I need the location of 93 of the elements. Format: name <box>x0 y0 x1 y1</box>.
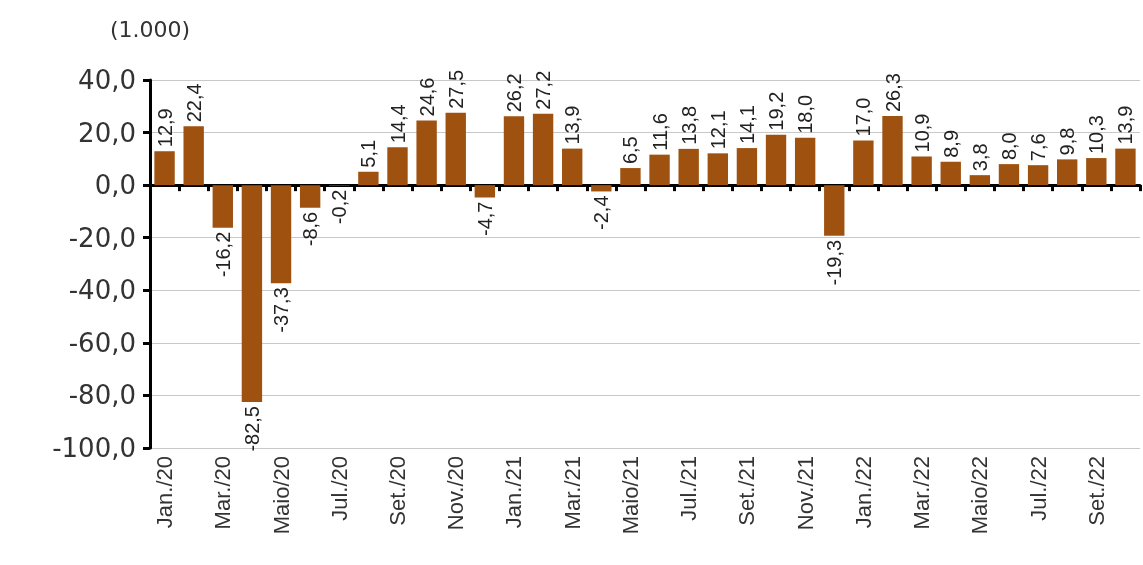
x-tick-label: Maio/22 <box>967 456 993 535</box>
data-label: -16,2 <box>211 231 234 278</box>
bar <box>183 126 204 186</box>
bar <box>707 153 728 186</box>
bar <box>358 171 379 186</box>
data-label: 7,6 <box>1027 133 1050 162</box>
bar <box>241 185 263 402</box>
x-tick-label: Jul./20 <box>326 456 352 521</box>
x-tick-label: Maio/21 <box>617 456 643 535</box>
data-label: 13,8 <box>677 105 700 145</box>
data-label: 6,5 <box>619 136 642 165</box>
x-tick-label: Mar./20 <box>210 456 236 530</box>
x-tick-label: Jan./20 <box>152 456 178 529</box>
bar <box>1086 158 1107 186</box>
data-label: 26,2 <box>502 73 525 113</box>
bar <box>649 154 670 186</box>
bar <box>969 175 991 186</box>
bar <box>794 137 816 186</box>
y-tick-label: 40,0 <box>78 65 136 95</box>
data-label: 9,8 <box>1056 127 1079 156</box>
bar <box>765 134 787 186</box>
y-tick-label: -100,0 <box>52 433 136 463</box>
data-label: 14,1 <box>735 105 758 145</box>
y-tick-label: -40,0 <box>68 275 136 306</box>
x-tick-label: Set./20 <box>385 456 410 526</box>
x-tick-label: Set./22 <box>1083 456 1109 526</box>
data-label: 11,6 <box>648 113 671 151</box>
data-label: 3,8 <box>968 143 991 172</box>
x-tick-label: Nov./21 <box>792 456 818 531</box>
data-label: -82,5 <box>240 406 263 452</box>
bar <box>212 185 233 228</box>
data-label: 24,6 <box>415 77 438 117</box>
x-tick-label: Jul./22 <box>1025 456 1051 521</box>
data-label: 19,2 <box>765 91 788 131</box>
data-label: 5,1 <box>357 139 380 168</box>
bar <box>416 120 437 186</box>
bar <box>591 185 612 192</box>
y-tick-label: -20,0 <box>68 222 136 253</box>
data-label: 26,3 <box>881 73 904 113</box>
x-tick-label: Jan./21 <box>501 456 527 529</box>
data-label: 22,4 <box>182 83 205 123</box>
data-label: 12,9 <box>153 108 176 148</box>
data-label: 10,9 <box>910 113 933 153</box>
data-label: -37,3 <box>270 287 293 333</box>
x-tick-label: Nov./20 <box>443 456 469 531</box>
x-tick-label: Jul./21 <box>676 456 702 521</box>
bar <box>911 156 932 186</box>
y-tick-label: -60,0 <box>68 327 136 358</box>
bar <box>474 185 496 198</box>
data-label: 8,9 <box>939 129 962 158</box>
data-label: -8,6 <box>299 211 322 247</box>
data-label: 8,0 <box>997 132 1020 161</box>
x-tick-label: Maio/20 <box>268 456 294 535</box>
data-label: 27,5 <box>444 69 467 109</box>
data-label: 27,2 <box>532 70 555 110</box>
y-tick-label: 20,0 <box>78 117 136 148</box>
x-tick-label: Mar./21 <box>559 456 585 530</box>
bar <box>620 168 641 186</box>
bar <box>445 112 466 186</box>
bar <box>503 116 525 186</box>
data-label: 18,0 <box>794 94 817 134</box>
data-label: -19,3 <box>823 239 846 286</box>
data-label: 17,0 <box>852 97 875 137</box>
bar <box>532 113 554 186</box>
bar <box>678 148 699 186</box>
data-label: 13,9 <box>561 105 584 145</box>
bar <box>562 148 583 186</box>
bar <box>998 164 1020 186</box>
bar <box>154 151 175 186</box>
data-label: 14,4 <box>386 104 409 144</box>
bar <box>299 185 321 208</box>
bar <box>736 148 758 186</box>
bar <box>824 185 845 236</box>
bar <box>940 161 961 186</box>
bar <box>1027 165 1049 186</box>
y-tick-label: -80,0 <box>68 380 136 411</box>
data-label: 10,3 <box>1085 115 1108 155</box>
bar <box>387 147 408 186</box>
data-label: -2,4 <box>590 195 613 230</box>
data-label: -0,2 <box>328 189 351 225</box>
data-label: -4,7 <box>473 201 496 236</box>
bar <box>853 140 874 186</box>
data-label: 13,9 <box>1114 105 1137 145</box>
data-label: 12,1 <box>706 110 729 150</box>
x-tick-label: Set./21 <box>734 456 760 526</box>
bar <box>1115 148 1136 186</box>
bar <box>270 185 292 284</box>
bar <box>882 116 903 186</box>
y-axis-title: (1.000) <box>109 16 191 42</box>
y-tick-label: 0,0 <box>94 170 136 201</box>
bar <box>1057 159 1078 186</box>
x-tick-label: Mar./22 <box>909 456 935 530</box>
x-tick-label: Jan./22 <box>850 456 876 529</box>
